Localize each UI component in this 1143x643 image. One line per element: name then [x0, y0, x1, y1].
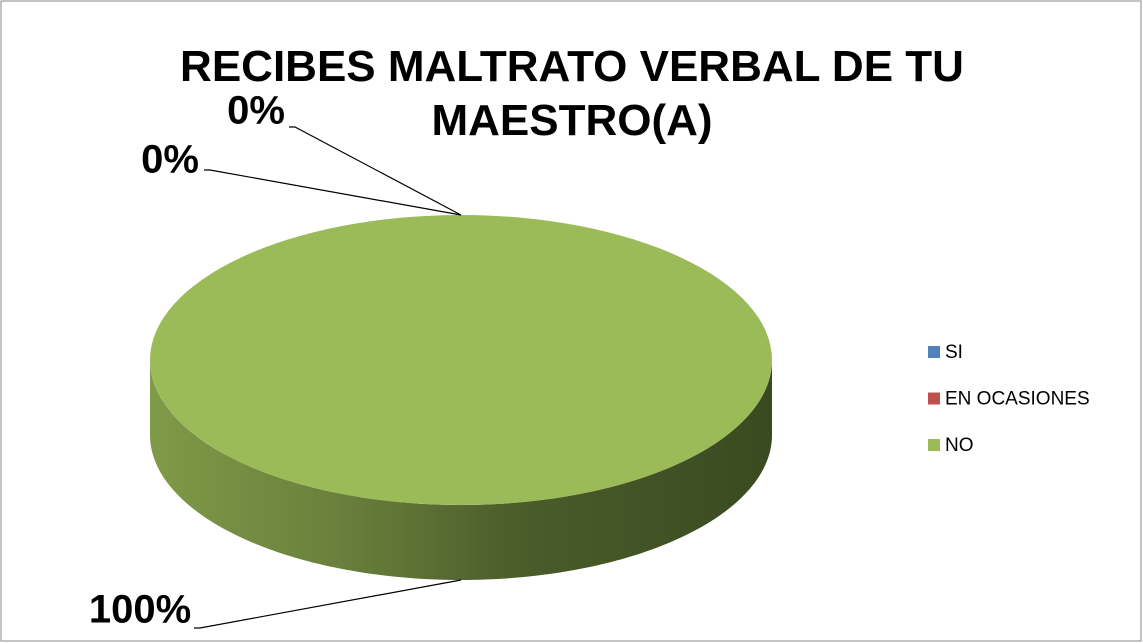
legend-label: NO [945, 435, 974, 456]
leader-line [289, 126, 462, 216]
legend-swatch [928, 439, 940, 451]
chart-title: RECIBES MALTRATO VERBAL DE TU MAESTRO(A) [180, 42, 964, 145]
legend-swatch [928, 346, 940, 358]
leader-line [204, 169, 462, 216]
data-label: 0% [227, 89, 285, 133]
leader-line [194, 579, 462, 629]
legend-label: EN OCASIONES [945, 389, 1090, 410]
legend-swatch [928, 392, 940, 405]
pie-side [150, 360, 772, 580]
legend-label: SI [945, 342, 963, 363]
pie-slice [150, 215, 772, 505]
data-label: 100% [89, 588, 191, 632]
data-label: 0% [141, 138, 199, 182]
